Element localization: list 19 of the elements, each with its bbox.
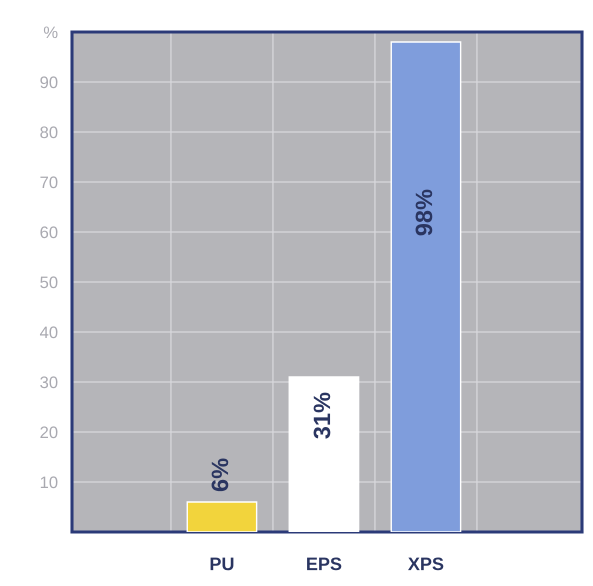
bar (186, 501, 258, 532)
y-tick-label: 90 (40, 76, 58, 88)
data-label: 98% (416, 190, 432, 236)
x-tick-label: EPS (307, 557, 342, 570)
y-tick-label: 10 (40, 476, 58, 488)
y-tick-label: 40 (40, 326, 58, 338)
data-label: 31% (314, 392, 330, 439)
y-tick-label: % (44, 26, 58, 38)
y-tick-label: 80 (40, 126, 58, 138)
y-tick-label: 60 (40, 226, 58, 238)
y-tick-label: 30 (40, 376, 58, 388)
x-tick-label: XPS (408, 557, 444, 570)
y-tick-label: 50 (40, 276, 58, 288)
x-tick-label: PU (210, 558, 234, 570)
bar (288, 376, 360, 532)
data-label: 6% (212, 458, 228, 492)
y-tick-label: 20 (40, 426, 58, 438)
y-tick-label: 70 (40, 176, 58, 188)
bar (390, 41, 462, 532)
